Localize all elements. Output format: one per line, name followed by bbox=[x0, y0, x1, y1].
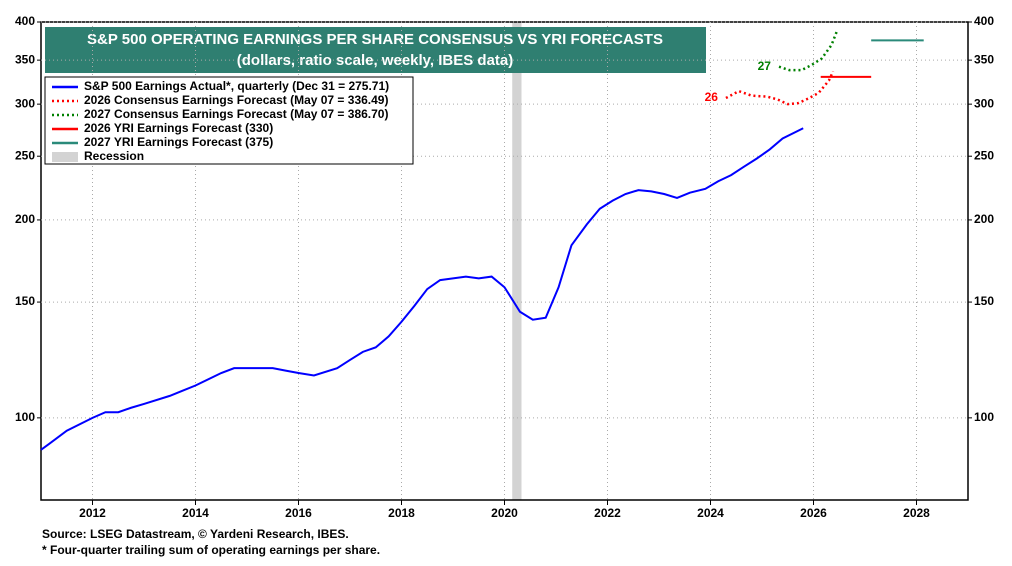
legend-label: Recession bbox=[84, 149, 144, 163]
x-tick-label: 2024 bbox=[697, 506, 724, 520]
legend-swatch bbox=[52, 152, 78, 162]
x-tick-label: 2012 bbox=[79, 506, 106, 520]
series-label: 26 bbox=[705, 90, 719, 104]
y-tick-label: 350 bbox=[15, 52, 35, 66]
y-tick-label: 100 bbox=[15, 410, 35, 424]
x-tick-label: 2020 bbox=[491, 506, 518, 520]
title-box bbox=[45, 27, 706, 73]
y-tick-label: 200 bbox=[15, 212, 35, 226]
footnote: Source: LSEG Datastream, © Yardeni Resea… bbox=[42, 527, 349, 541]
y-tick-label: 150 bbox=[15, 294, 35, 308]
y2-tick-label: 200 bbox=[974, 212, 994, 226]
series-label: 27 bbox=[758, 59, 772, 73]
chart-title: S&P 500 OPERATING EARNINGS PER SHARE CON… bbox=[87, 31, 663, 48]
x-tick-label: 2016 bbox=[285, 506, 312, 520]
x-tick-label: 2022 bbox=[594, 506, 621, 520]
recession-band bbox=[512, 22, 522, 500]
x-tick-label: 2026 bbox=[800, 506, 827, 520]
y2-tick-label: 400 bbox=[974, 14, 994, 28]
y-tick-label: 400 bbox=[15, 14, 35, 28]
series-line bbox=[725, 70, 835, 106]
legend-label: 2026 YRI Earnings Forecast (330) bbox=[84, 121, 273, 135]
x-tick-label: 2014 bbox=[182, 506, 209, 520]
legend-label: 2026 Consensus Earnings Forecast (May 07… bbox=[84, 93, 388, 107]
x-tick-label: 2018 bbox=[388, 506, 415, 520]
y2-tick-label: 100 bbox=[974, 410, 994, 424]
y2-tick-label: 300 bbox=[974, 96, 994, 110]
chart-subtitle: (dollars, ratio scale, weekly, IBES data… bbox=[237, 52, 514, 69]
x-tick-label: 2028 bbox=[903, 506, 930, 520]
legend-box bbox=[44, 76, 414, 165]
legend-label: 2027 YRI Earnings Forecast (375) bbox=[84, 135, 273, 149]
series-line bbox=[778, 31, 838, 72]
y-tick-label: 300 bbox=[15, 96, 35, 110]
series-line bbox=[40, 127, 804, 451]
y2-tick-label: 250 bbox=[974, 148, 994, 162]
footnote: * Four-quarter trailing sum of operating… bbox=[42, 543, 380, 557]
y2-tick-label: 150 bbox=[974, 294, 994, 308]
y-tick-label: 250 bbox=[15, 148, 35, 162]
legend-label: 2027 Consensus Earnings Forecast (May 07… bbox=[84, 107, 388, 121]
legend-label: S&P 500 Earnings Actual*, quarterly (Dec… bbox=[84, 79, 389, 93]
y2-tick-label: 350 bbox=[974, 52, 994, 66]
